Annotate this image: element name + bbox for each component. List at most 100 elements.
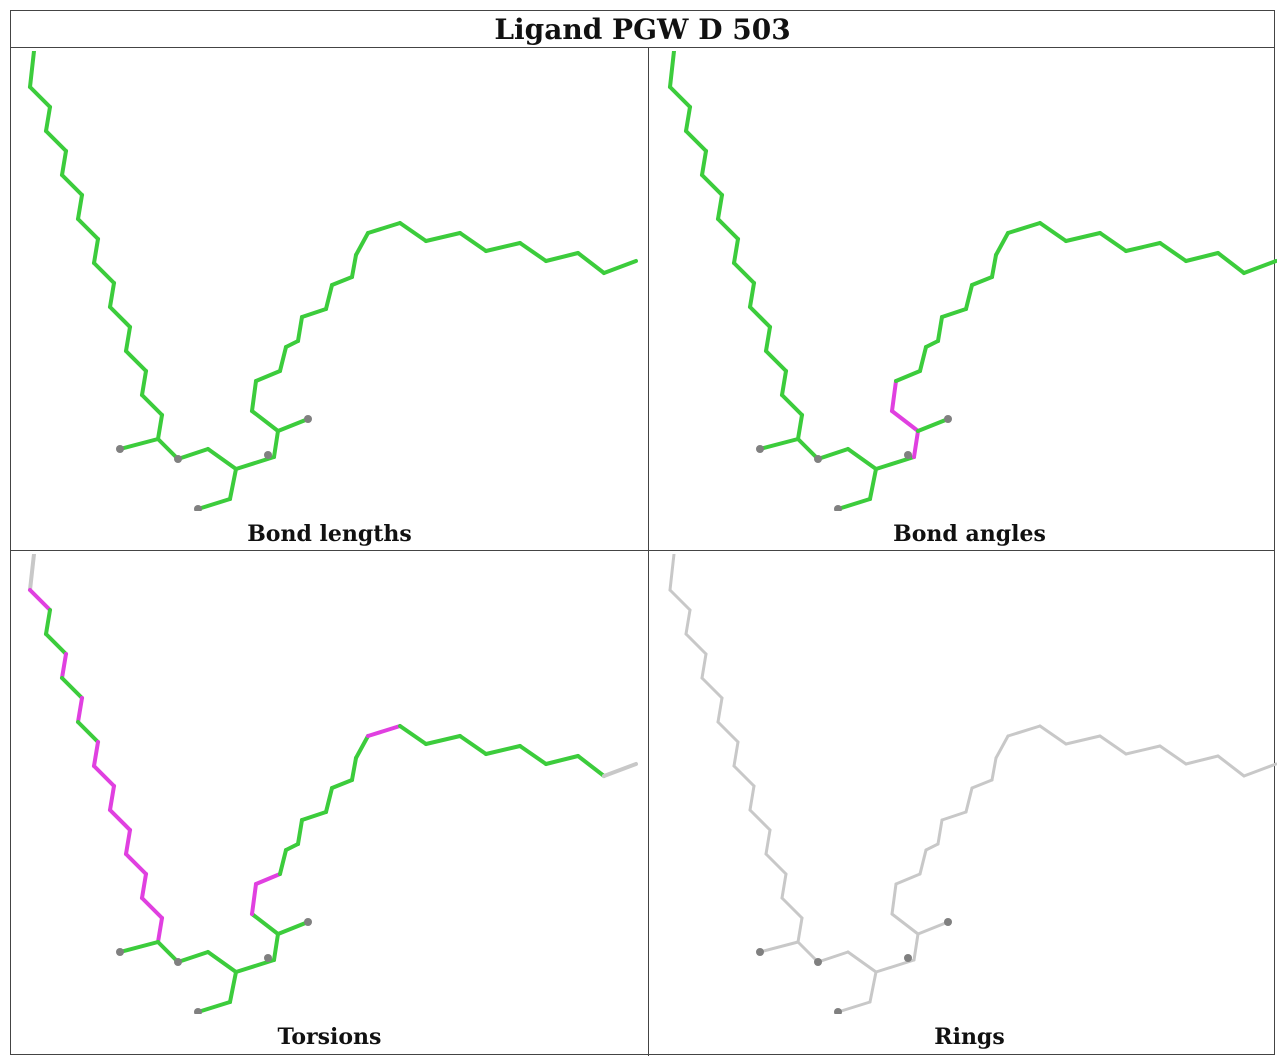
bond-B-17: [484, 744, 522, 756]
bond-B-2: [890, 912, 920, 936]
bond-B-21: [602, 259, 638, 275]
bond-A-3: [684, 129, 708, 153]
bond-B-4: [894, 369, 922, 383]
bond-B-21: [1242, 762, 1277, 778]
bond-B-0: [874, 455, 916, 471]
bond-J2-0: [276, 920, 310, 936]
bond-A-17: [156, 437, 180, 461]
bond-A-8: [732, 740, 740, 768]
bond-A-5: [60, 676, 84, 700]
oxygen-atom: [194, 1008, 202, 1014]
bond-B-7: [296, 315, 304, 343]
bond-A-2: [44, 608, 52, 636]
bond-A-11: [748, 808, 772, 832]
bond-A-0: [28, 51, 36, 89]
bond-B-14: [1038, 724, 1068, 746]
bond-A-8: [92, 740, 100, 768]
bond-B-10: [330, 778, 354, 790]
bond-A-13: [124, 349, 148, 373]
bond-J2-0: [276, 417, 310, 433]
bond-B-5: [918, 345, 928, 373]
bond-B-7: [936, 315, 944, 343]
oxygen-atom: [834, 505, 842, 511]
bond-B-19: [1184, 251, 1220, 263]
bond-B-15: [424, 734, 462, 746]
oxygen-atom: [174, 958, 182, 966]
bond-A-14: [780, 872, 788, 900]
bond-A-3: [44, 632, 68, 656]
oxygen-atom: [116, 948, 124, 956]
oxygen-atom: [174, 455, 182, 463]
bond-A-14: [140, 872, 148, 900]
bond-Br-1: [836, 497, 872, 511]
molecule-rings: [668, 554, 1277, 1014]
bond-A-15: [140, 393, 164, 417]
panel-torsions: Torsions: [16, 554, 643, 1054]
bond-J1-0: [758, 940, 800, 954]
bond-Br-0: [228, 970, 238, 1004]
bond-Br-1: [196, 1000, 232, 1014]
bond-A-17: [156, 940, 180, 964]
bond-B-6: [284, 339, 300, 349]
bond-B-19: [544, 754, 580, 766]
bond-A-2: [684, 608, 692, 636]
bond-B-10: [330, 275, 354, 287]
bond-J2-0: [916, 417, 950, 433]
vertical-divider: [648, 48, 649, 1056]
bond-A-5: [60, 173, 84, 197]
bond-B-8: [300, 810, 328, 822]
molecule-torsions: [28, 554, 638, 1014]
bond-B-0: [874, 958, 916, 974]
bond-B-11: [990, 253, 998, 279]
bond-A-14: [140, 369, 148, 397]
bond-A-6: [716, 193, 724, 221]
bond-A-1: [668, 588, 692, 612]
oxygen-atom: [814, 958, 822, 966]
bond-B-13: [366, 724, 402, 738]
bond-B-14: [398, 221, 428, 243]
bond-J2-0: [916, 920, 950, 936]
molecule-bond-lengths: [28, 51, 638, 511]
bond-L-1: [206, 447, 238, 471]
bond-A-15: [780, 896, 804, 920]
bond-A-4: [60, 652, 68, 680]
bond-A-11: [108, 305, 132, 329]
bond-L-1: [206, 950, 238, 974]
bond-L-0: [176, 447, 210, 461]
figure-title: Ligand PGW D 503: [11, 11, 1274, 48]
bond-L-0: [176, 950, 210, 964]
oxygen-atom: [756, 445, 764, 453]
bond-A-4: [700, 149, 708, 177]
bond-A-0: [668, 51, 676, 89]
bond-B-6: [284, 842, 300, 852]
bond-B-12: [354, 734, 370, 760]
panel-bond-angles: Bond angles: [656, 51, 1277, 551]
oxygen-atom: [264, 451, 272, 459]
bond-B-20: [1216, 251, 1246, 275]
bond-A-13: [764, 349, 788, 373]
bond-A-16: [156, 916, 164, 944]
bond-B-21: [1242, 259, 1277, 275]
horizontal-divider: [11, 550, 1274, 551]
bond-A-7: [76, 217, 100, 241]
bond-B-6: [924, 842, 940, 852]
bond-B-12: [994, 734, 1010, 760]
bond-B-3: [250, 882, 258, 916]
bond-A-6: [76, 193, 84, 221]
bond-B-4: [894, 872, 922, 886]
bond-A-16: [796, 916, 804, 944]
oxygen-atom: [756, 948, 764, 956]
bond-B-16: [1098, 734, 1128, 756]
bond-A-3: [684, 632, 708, 656]
bond-B-8: [300, 307, 328, 319]
bond-A-5: [700, 676, 724, 700]
oxygen-atom: [944, 918, 952, 926]
bond-A-14: [780, 369, 788, 397]
bond-A-7: [76, 720, 100, 744]
bond-B-18: [1158, 241, 1188, 263]
caption-torsions: Torsions: [277, 1024, 382, 1050]
bond-L-1: [846, 950, 878, 974]
bond-B-5: [278, 345, 288, 373]
bond-B-4: [254, 872, 282, 886]
bond-B-15: [1064, 734, 1102, 746]
